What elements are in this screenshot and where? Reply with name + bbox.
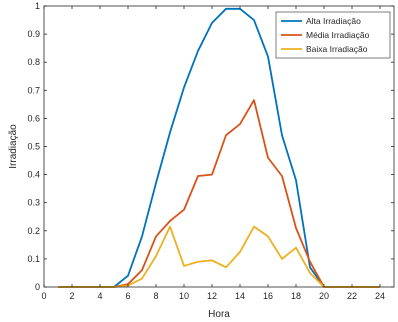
legend-label-2: Média Irradiação bbox=[306, 30, 370, 40]
x-tick-label: 2 bbox=[69, 291, 74, 301]
x-tick-label: 0 bbox=[41, 291, 46, 301]
x-tick-label: 8 bbox=[153, 291, 158, 301]
y-tick-label: 0.7 bbox=[27, 85, 40, 95]
y-tick-label: 0.6 bbox=[27, 113, 40, 123]
y-tick-label: 0.5 bbox=[27, 142, 40, 152]
x-tick-label: 22 bbox=[347, 291, 357, 301]
ticks: 0 2 4 6 8 10 12 14 16 18 20 22 2400.10.20.30.40.50.6… bbox=[27, 1, 394, 301]
x-tick-label: 16 bbox=[263, 291, 273, 301]
y-tick-label: 0 bbox=[35, 282, 40, 292]
x-tick-label: 24 bbox=[375, 291, 385, 301]
y-tick-label: 0.2 bbox=[27, 226, 40, 236]
x-tick-label: 6 bbox=[125, 291, 130, 301]
y-tick-label: 0.3 bbox=[27, 198, 40, 208]
legend-label-3: Baixa Irradiação bbox=[306, 44, 368, 54]
x-tick-label: 4 bbox=[97, 291, 102, 301]
x-tick-label: 14 bbox=[235, 291, 245, 301]
y-tick-label: 0.8 bbox=[27, 57, 40, 67]
y-tick-label: 0.1 bbox=[27, 254, 40, 264]
x-axis-title: Hora bbox=[208, 309, 230, 320]
x-tick-label: 10 bbox=[179, 291, 189, 301]
y-tick-label: 1 bbox=[35, 1, 40, 11]
x-tick-label: 12 bbox=[207, 291, 217, 301]
legend: Alta Irradiação Média Irradiação Baixa Irr… bbox=[275, 11, 391, 59]
legend-label-1: Alta Irradiação bbox=[306, 16, 361, 26]
y-axis-title: Irradiação bbox=[8, 124, 19, 169]
y-tick-label: 0.9 bbox=[27, 29, 40, 39]
x-tick-label: 18 bbox=[291, 291, 301, 301]
x-tick-label: 20 bbox=[319, 291, 329, 301]
y-tick-label: 0.4 bbox=[27, 170, 40, 180]
